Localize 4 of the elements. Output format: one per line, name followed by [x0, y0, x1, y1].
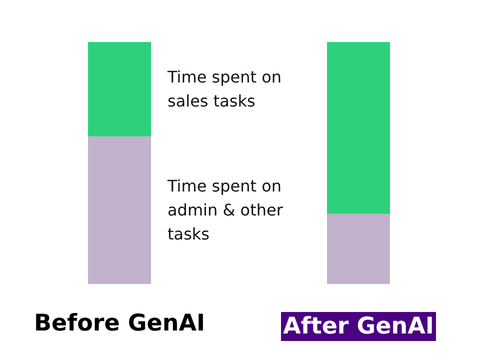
series-label: Time spent on sales tasks — [166, 68, 287, 111]
x-tick-label: Before GenAI — [34, 310, 206, 336]
x-tick-label: After GenAI — [283, 314, 434, 340]
series-label: Time spent on admin & other tasks — [166, 176, 288, 244]
